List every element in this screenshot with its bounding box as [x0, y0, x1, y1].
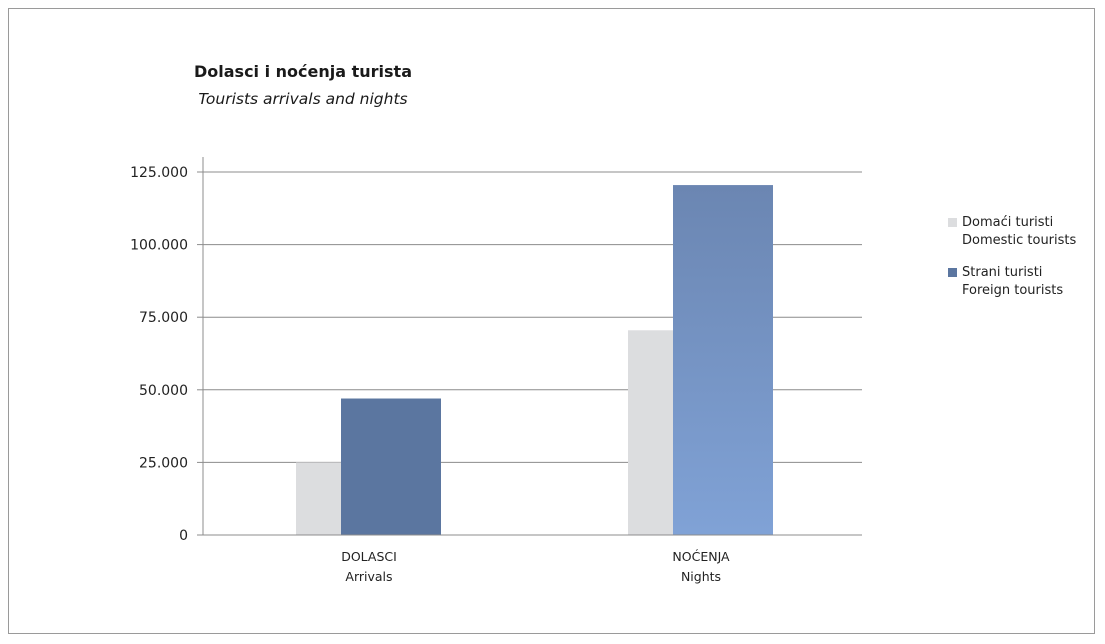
- x-category-label-line2: Arrivals: [345, 569, 392, 584]
- y-tick-label: 50.000: [139, 383, 188, 399]
- legend-label-domestic-line2: Domestic tourists: [962, 233, 1077, 248]
- y-tick-label: 0: [179, 528, 188, 544]
- legend-swatch-foreign: [948, 268, 957, 277]
- legend-item-domestic: Domaći turisti Domestic tourists: [948, 214, 1076, 250]
- legend-label-foreign-line2: Foreign tourists: [962, 283, 1064, 298]
- y-tick-label: 75.000: [139, 310, 188, 326]
- x-category-label-line1: DOLASCI: [341, 549, 397, 564]
- y-tick-label: 100.000: [130, 238, 188, 254]
- legend-label-foreign-line1: Strani turisti: [962, 265, 1043, 280]
- chart-frame: [8, 8, 1095, 634]
- x-category-label-line2: Nights: [681, 569, 721, 584]
- chart-title: Dolasci i noćenja turista: [193, 62, 412, 81]
- x-category-label-line1: NOĆENJA: [672, 549, 730, 564]
- axes: 0 25.000 50.000 75.000 100.000 125.000 DOLASCI…: [130, 157, 862, 584]
- y-tick-label: 125.000: [130, 165, 188, 181]
- bar-foreign-1: [341, 398, 441, 535]
- bars: [296, 185, 773, 535]
- chart-subtitle: Tourists arrivals and nights: [198, 90, 408, 108]
- legend-item-foreign: Strani turisti Foreign tourists: [948, 264, 1076, 300]
- legend-swatch-domestic: [948, 218, 957, 227]
- legend: Domaći turisti Domestic tourists Strani …: [948, 214, 1076, 314]
- legend-label-domestic-line1: Domaći turisti: [962, 215, 1054, 230]
- bar-foreign-2: [673, 185, 773, 535]
- y-tick-label: 25.000: [139, 455, 188, 471]
